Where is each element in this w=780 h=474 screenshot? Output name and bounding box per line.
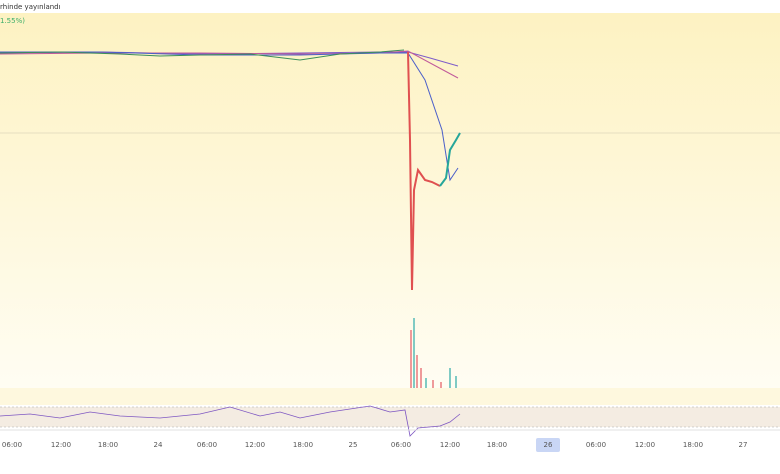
time-label: 12:00 [440,441,460,449]
change-label: 1.55%) [0,17,25,25]
time-label: 12:00 [635,441,655,449]
time-label: 26 [544,441,553,449]
time-label: 06:00 [586,441,606,449]
time-label: 06:00 [2,441,22,449]
price-drop [407,51,441,291]
time-label: 18:00 [683,441,703,449]
time-axis: 06:00 12:00 18:00 24 06:00 12:00 18:00 25 06:00 1… [2,438,748,452]
time-highlight [536,438,560,452]
volume-bar [449,368,451,388]
volume-bar [425,378,427,388]
time-label: 06:00 [391,441,411,449]
price-recovery [439,132,461,187]
time-label: 18:00 [293,441,313,449]
time-label: 24 [154,441,163,449]
header-title: rhinde yayınlandı [0,3,61,11]
volume-bar [410,330,412,388]
price-series [0,49,405,61]
volume-bars [410,318,457,388]
volume-bar [455,376,457,388]
time-label: 12:00 [245,441,265,449]
time-label: 18:00 [487,441,507,449]
header-bar [0,0,780,13]
time-label: 25 [349,441,358,449]
main-pane [0,13,780,388]
rsi-band [0,407,780,427]
rsi-line [0,405,461,437]
moving-average [0,51,459,182]
time-label: 18:00 [98,441,118,449]
time-label: 27 [739,441,748,449]
volume-pane [0,388,780,405]
time-label: 06:00 [197,441,217,449]
time-label: 12:00 [51,441,71,449]
volume-bar [440,382,442,388]
volume-bar [420,368,422,388]
volume-bar [413,318,415,388]
volume-bar [416,355,418,388]
volume-bar [432,380,434,388]
